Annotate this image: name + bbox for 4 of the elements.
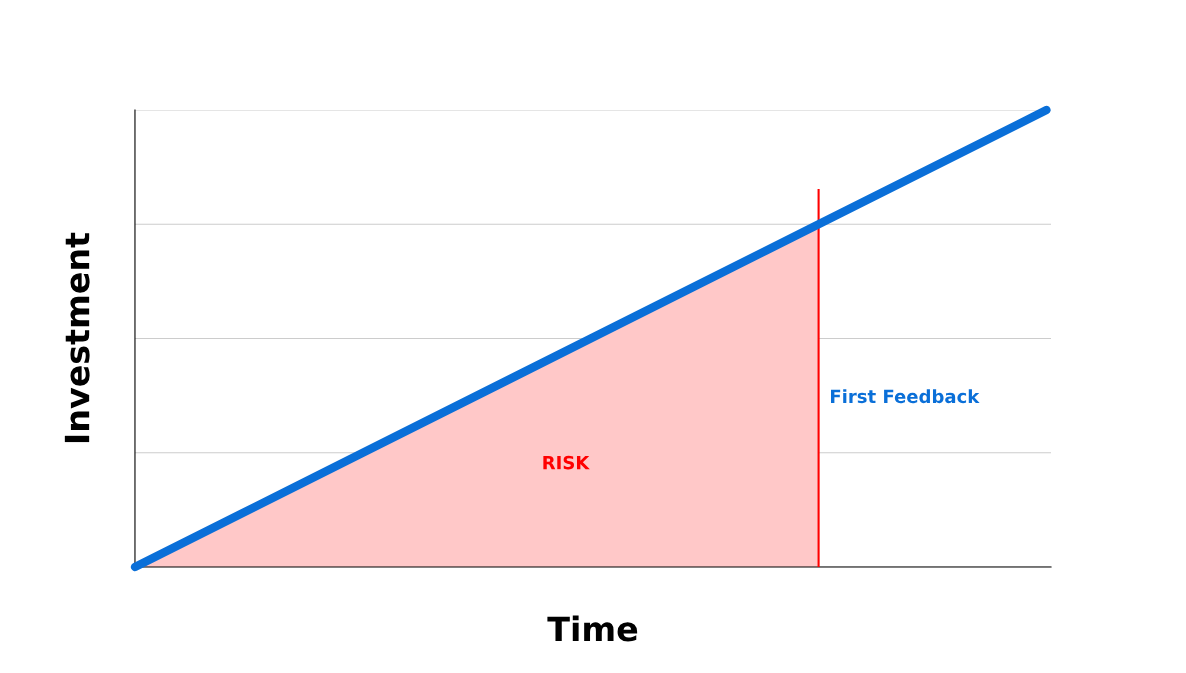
x-axis-title: Time bbox=[547, 615, 638, 642]
annotation: First Feedback bbox=[831, 389, 980, 404]
y-axis-title: Investment bbox=[64, 232, 90, 443]
annotation: RISK bbox=[543, 455, 590, 470]
